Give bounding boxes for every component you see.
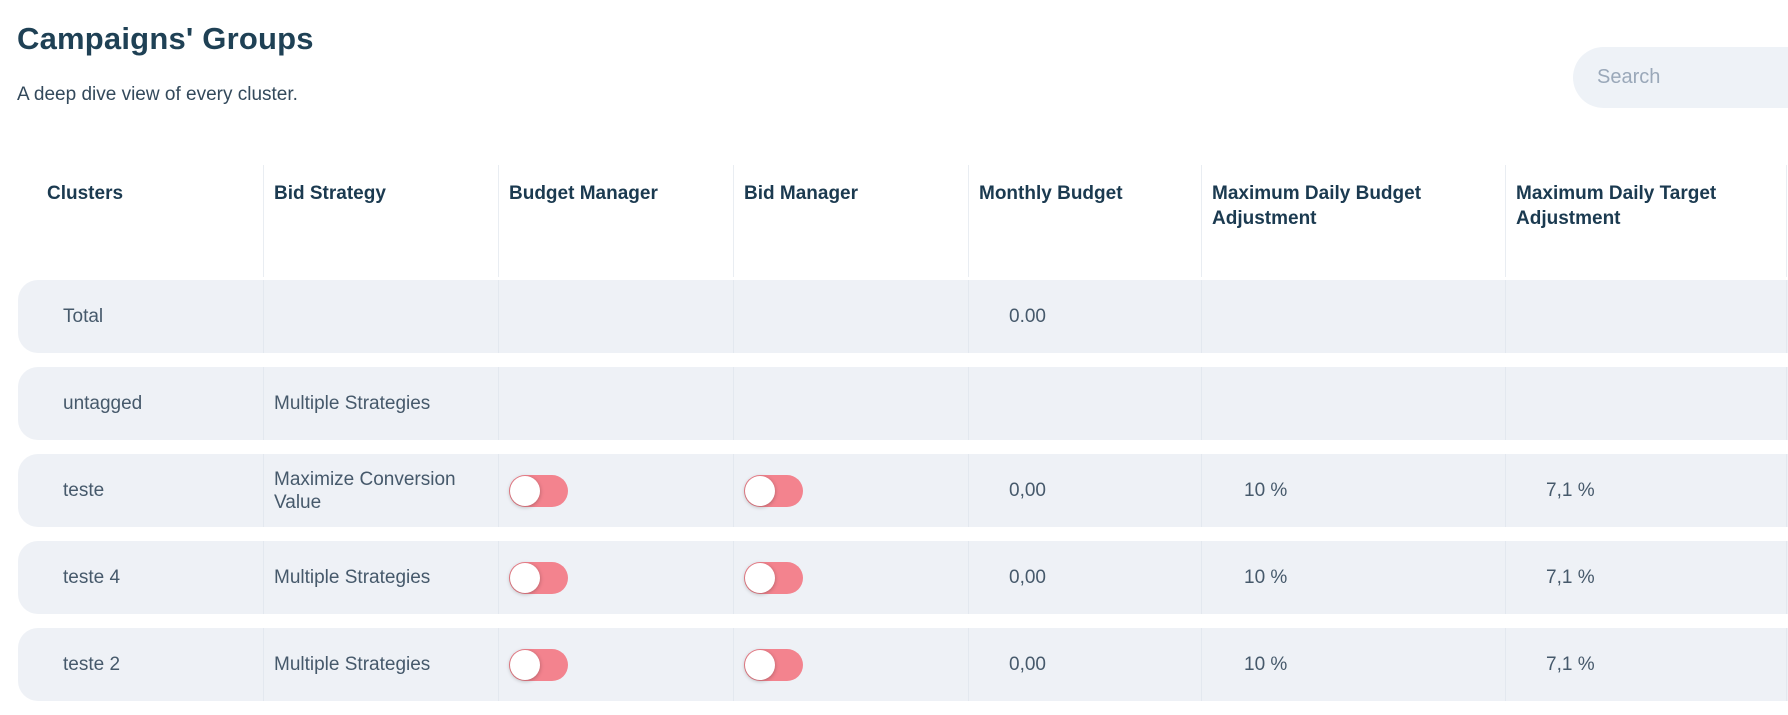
cell-cluster: teste [18, 454, 263, 527]
bid-strategy-value: Multiple Strategies [274, 654, 431, 675]
bid-manager-toggle[interactable] [744, 474, 803, 507]
cell-bid-manager [733, 454, 968, 527]
cell-cluster: untagged [18, 367, 263, 440]
monthly-budget-value[interactable]: 0,00 [1009, 654, 1046, 675]
table-body: Total 0.00 untagged Multiple Strategies [18, 280, 1788, 715]
column-header-max-daily-budget-adjustment: Maximum Daily Budget Adjustment [1201, 165, 1505, 277]
cluster-name: teste 4 [63, 567, 121, 588]
cell-monthly-budget [968, 367, 1201, 440]
cell-overflow [1786, 454, 1788, 527]
toggle-knob-icon [510, 649, 540, 680]
bid-strategy-value: Multiple Strategies [274, 567, 431, 588]
cell-max-daily-budget-adjustment [1201, 280, 1505, 353]
cell-budget-manager [498, 628, 733, 701]
table-row: Total 0.00 [18, 280, 1788, 353]
cell-bid-manager [733, 628, 968, 701]
table-header-row: Clusters Bid Strategy Budget Manager Bid… [18, 165, 1788, 277]
cell-max-daily-budget-adjustment: 10 % [1201, 628, 1505, 701]
table-row: teste Maximize Conversion Value 0,00 10 … [18, 454, 1788, 527]
table-row: teste 2 Multiple Strategies 0,00 10 % 7,… [18, 628, 1788, 701]
toggle-knob-icon [745, 649, 775, 680]
column-header-max-daily-target-adjustment: Maximum Daily Target Adjustment [1505, 165, 1786, 277]
table-row: untagged Multiple Strategies [18, 367, 1788, 440]
toggle-knob-icon [510, 475, 540, 506]
cell-monthly-budget: 0,00 [968, 628, 1201, 701]
max-daily-budget-adjustment-value[interactable]: 10 % [1244, 480, 1288, 501]
cell-max-daily-target-adjustment: 7,1 % [1505, 454, 1786, 527]
monthly-budget-value[interactable]: 0.00 [1009, 306, 1046, 327]
cell-bid-strategy: Multiple Strategies [263, 367, 498, 440]
cell-budget-manager [498, 280, 733, 353]
table-row: teste 4 Multiple Strategies 0,00 10 % 7,… [18, 541, 1788, 614]
search-input[interactable] [1573, 47, 1788, 108]
column-header-bid-strategy: Bid Strategy [263, 165, 498, 277]
page-subtitle: A deep dive view of every cluster. [17, 84, 298, 105]
cell-monthly-budget: 0.00 [968, 280, 1201, 353]
toggle-knob-icon [745, 475, 775, 506]
cell-monthly-budget: 0,00 [968, 541, 1201, 614]
bid-strategy-value: Multiple Strategies [274, 393, 431, 414]
cell-budget-manager [498, 367, 733, 440]
cell-cluster: teste 4 [18, 541, 263, 614]
cell-max-daily-budget-adjustment: 10 % [1201, 541, 1505, 614]
column-header-bid-manager: Bid Manager [733, 165, 968, 277]
budget-manager-toggle[interactable] [509, 648, 568, 681]
toggle-knob-icon [510, 562, 540, 593]
cell-cluster: teste 2 [18, 628, 263, 701]
cluster-name: teste 2 [63, 654, 121, 675]
monthly-budget-value[interactable]: 0,00 [1009, 480, 1046, 501]
cell-max-daily-budget-adjustment: 10 % [1201, 454, 1505, 527]
max-daily-target-adjustment-value[interactable]: 7,1 % [1546, 654, 1595, 675]
max-daily-budget-adjustment-value[interactable]: 10 % [1244, 567, 1288, 588]
cell-bid-strategy: Maximize Conversion Value [263, 454, 498, 527]
max-daily-budget-adjustment-value[interactable]: 10 % [1244, 654, 1288, 675]
cell-budget-manager [498, 454, 733, 527]
bid-strategy-value: Maximize Conversion Value [274, 468, 456, 513]
max-daily-target-adjustment-value[interactable]: 7,1 % [1546, 480, 1595, 501]
page-title: Campaigns' Groups [17, 21, 314, 56]
cell-budget-manager [498, 541, 733, 614]
column-header-monthly-budget: Monthly Budget [968, 165, 1201, 277]
monthly-budget-value[interactable]: 0,00 [1009, 567, 1046, 588]
cluster-name: Total [63, 306, 104, 327]
budget-manager-toggle[interactable] [509, 561, 568, 594]
cell-cluster: Total [18, 280, 263, 353]
cell-bid-manager [733, 541, 968, 614]
cell-bid-strategy: Multiple Strategies [263, 541, 498, 614]
cell-overflow [1786, 280, 1788, 353]
cell-monthly-budget: 0,00 [968, 454, 1201, 527]
cell-max-daily-target-adjustment [1505, 280, 1786, 353]
column-header-budget-manager: Budget Manager [498, 165, 733, 277]
cell-max-daily-target-adjustment: 7,1 % [1505, 628, 1786, 701]
cell-bid-strategy [263, 280, 498, 353]
cell-bid-manager [733, 367, 968, 440]
toggle-knob-icon [745, 562, 775, 593]
cell-max-daily-target-adjustment [1505, 367, 1786, 440]
column-header-clusters: Clusters [47, 183, 124, 204]
bid-manager-toggle[interactable] [744, 561, 803, 594]
cell-max-daily-target-adjustment: 7,1 % [1505, 541, 1786, 614]
budget-manager-toggle[interactable] [509, 474, 568, 507]
cell-overflow [1786, 367, 1788, 440]
cell-overflow [1786, 541, 1788, 614]
cell-bid-manager [733, 280, 968, 353]
cell-max-daily-budget-adjustment [1201, 367, 1505, 440]
bid-manager-toggle[interactable] [744, 648, 803, 681]
cell-overflow [1786, 628, 1788, 701]
cluster-name: untagged [63, 393, 143, 414]
cell-bid-strategy: Multiple Strategies [263, 628, 498, 701]
max-daily-target-adjustment-value[interactable]: 7,1 % [1546, 567, 1595, 588]
cluster-name: teste [63, 480, 105, 501]
column-header-overflow [1786, 165, 1788, 277]
